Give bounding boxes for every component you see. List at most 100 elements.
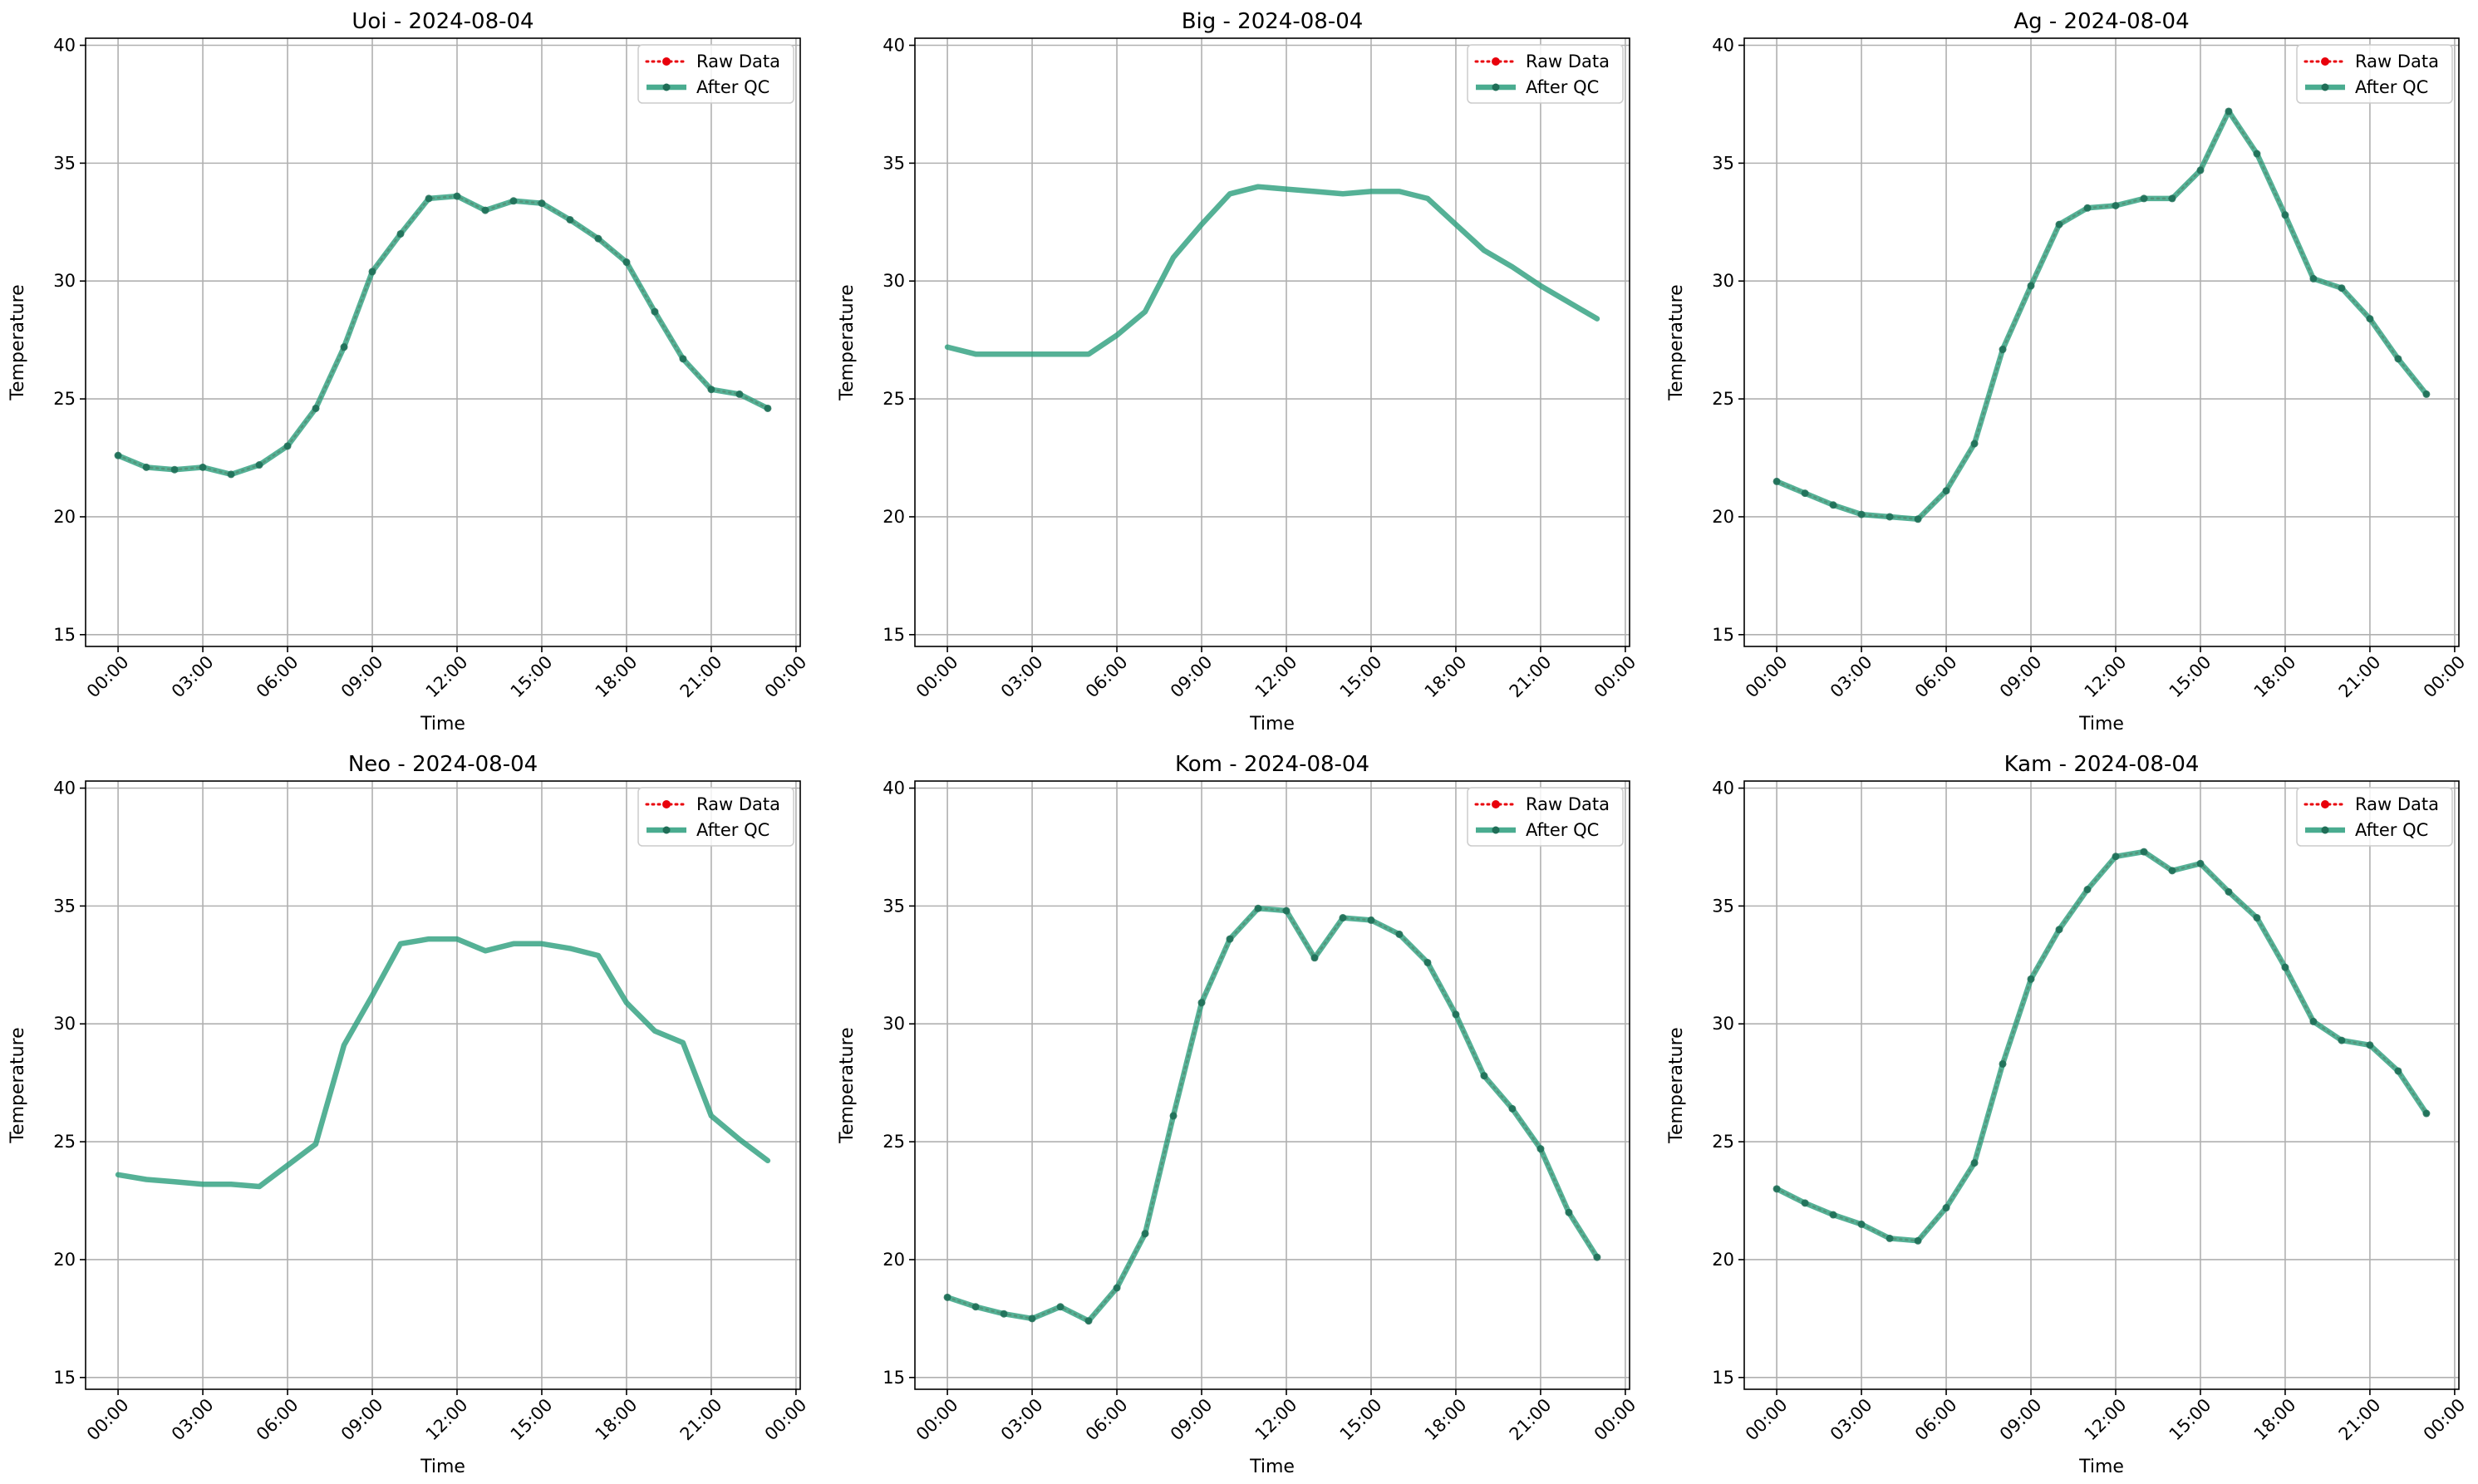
y-tick-label: 40: [1712, 779, 1734, 799]
x-tick-label: 03:00: [168, 652, 218, 702]
data-point-after-qc: [2083, 204, 2092, 212]
series-line-raw-data: [1775, 109, 2428, 521]
legend-label-raw-data: Raw Data: [1526, 52, 1610, 71]
x-tick-label: 12:00: [422, 652, 472, 702]
data-point-after-qc: [1339, 914, 1347, 922]
legend: Raw Data After QC: [2296, 787, 2453, 847]
y-axis-label: Temperature: [1666, 1027, 1687, 1143]
data-point-after-qc: [340, 343, 348, 351]
legend-label-raw-data: Raw Data: [1526, 794, 1610, 814]
legend-marker-raw-data: [2321, 800, 2329, 808]
y-tick-label: 30: [1712, 1014, 1734, 1034]
y-tick-label: 15: [1712, 625, 1734, 645]
data-point-after-qc: [1169, 1112, 1178, 1120]
data-point-after-qc: [1942, 1204, 1950, 1212]
y-tick-label: 15: [53, 1368, 76, 1388]
x-tick-label: 15:00: [507, 652, 557, 702]
data-point-after-qc: [1857, 510, 1866, 518]
x-tick-label: 21:00: [2335, 1395, 2385, 1445]
data-point-after-qc: [2253, 914, 2261, 922]
data-point-after-qc: [622, 258, 631, 267]
legend-marker-after-qc: [662, 826, 671, 834]
data-point-after-qc: [679, 355, 687, 363]
x-tick-label: 18:00: [592, 1395, 642, 1445]
x-tick-label: 06:00: [1911, 652, 1961, 702]
legend-label-after-qc: After QC: [1526, 77, 1599, 97]
data-point-after-qc: [2196, 859, 2205, 867]
data-point-after-qc: [2338, 284, 2346, 292]
x-tick-label: 06:00: [1082, 1395, 1132, 1445]
legend-marker-raw-data: [662, 800, 671, 808]
data-point-after-qc: [509, 197, 518, 205]
data-point-after-qc: [2309, 274, 2318, 283]
data-point-after-qc: [2253, 150, 2261, 158]
data-point-after-qc: [1084, 1317, 1093, 1325]
data-point-after-qc: [1886, 1234, 1894, 1242]
x-tick-label: 21:00: [676, 1395, 726, 1445]
x-tick-label: 00:00: [912, 652, 962, 702]
data-point-after-qc: [707, 386, 715, 394]
data-point-after-qc: [2083, 886, 2092, 894]
y-tick-label: 15: [1712, 1368, 1734, 1388]
data-point-after-qc: [2112, 853, 2120, 861]
data-point-after-qc: [1829, 1211, 1837, 1219]
data-point-after-qc: [2140, 848, 2148, 856]
x-tick-label: 00:00: [761, 652, 811, 702]
y-tick-label: 25: [53, 389, 76, 409]
axes-frame: [1743, 37, 2460, 647]
x-tick-label: 15:00: [2166, 652, 2215, 702]
x-tick-label: 12:00: [422, 1395, 472, 1445]
y-tick-label: 40: [883, 779, 905, 799]
y-tick-label: 20: [53, 1250, 76, 1270]
x-tick-label: 18:00: [1421, 1395, 1471, 1445]
data-point-after-qc: [2422, 390, 2431, 398]
data-point-after-qc: [1801, 1199, 1809, 1207]
series-line-after-qc: [1773, 108, 2430, 523]
data-point-after-qc: [1254, 904, 1262, 912]
series-line-after-qc: [1773, 848, 2430, 1244]
y-tick-label: 40: [53, 779, 76, 799]
data-point-after-qc: [481, 206, 489, 214]
data-point-after-qc: [1970, 1159, 1979, 1167]
x-tick-label: 00:00: [1591, 1395, 1640, 1445]
data-point-after-qc: [2394, 355, 2402, 363]
data-point-after-qc: [1593, 1253, 1601, 1261]
legend-label-raw-data: Raw Data: [2355, 794, 2439, 814]
data-point-after-qc: [538, 199, 546, 208]
x-tick-label: 21:00: [2335, 652, 2385, 702]
x-tick-label: 21:00: [676, 652, 726, 702]
chart-panel-6: 15 20 25 30 35 40 00:00 03:00 06:00 09:00 12:00 15:…: [1666, 752, 2469, 1477]
y-tick-label: 30: [53, 271, 76, 291]
data-point-after-qc: [2281, 211, 2289, 219]
data-point-after-qc: [735, 390, 744, 398]
y-tick-label: 25: [883, 1132, 905, 1152]
axes-frame: [914, 37, 1630, 647]
data-point-after-qc: [2225, 107, 2233, 115]
x-tick-label: 00:00: [83, 1395, 133, 1445]
data-point-after-qc: [1829, 501, 1837, 509]
legend-marker-raw-data: [2321, 57, 2329, 66]
legend-marker-after-qc: [2321, 826, 2329, 834]
y-tick-label: 40: [883, 36, 905, 56]
data-point-after-qc: [368, 268, 376, 276]
data-point-after-qc: [2422, 1109, 2431, 1118]
data-point-after-qc: [453, 192, 461, 200]
x-tick-label: 18:00: [2250, 652, 2300, 702]
x-axis-label: Time: [420, 714, 465, 735]
chart-title: Neo - 2024-08-04: [348, 752, 538, 777]
chart-title: Kom - 2024-08-04: [1175, 752, 1369, 777]
data-point-after-qc: [1857, 1220, 1866, 1228]
data-point-after-qc: [2309, 1017, 2318, 1025]
data-point-after-qc: [1999, 1059, 2007, 1068]
y-tick-label: 40: [1712, 36, 1734, 56]
data-point-after-qc: [594, 234, 602, 243]
legend-marker-raw-data: [1492, 800, 1500, 808]
data-point-after-qc: [1914, 1236, 1922, 1245]
x-tick-label: 12:00: [2081, 652, 2131, 702]
x-tick-label: 06:00: [1911, 1395, 1961, 1445]
x-tick-label: 09:00: [1167, 652, 1217, 702]
legend: Raw Data After QC: [637, 44, 794, 104]
y-tick-label: 25: [1712, 1132, 1734, 1152]
legend: Raw Data After QC: [637, 787, 794, 847]
